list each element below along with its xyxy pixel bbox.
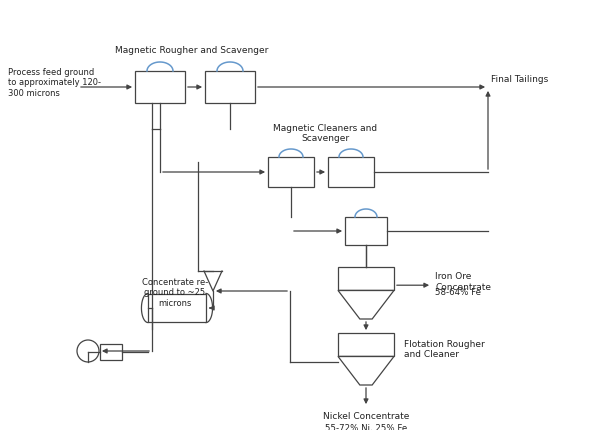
Bar bbox=[345, 218, 387, 246]
Bar bbox=[100, 344, 122, 360]
Text: 55-72% Ni, 25% Fe: 55-72% Ni, 25% Fe bbox=[325, 423, 407, 430]
Bar bbox=[135, 72, 185, 104]
Bar bbox=[205, 72, 255, 104]
Text: Concentrate re-
ground to ~25
microns: Concentrate re- ground to ~25 microns bbox=[142, 277, 208, 307]
Text: Magnetic Rougher and Scavenger: Magnetic Rougher and Scavenger bbox=[115, 46, 269, 55]
Text: Process feed ground
to approximately 120-
300 microns: Process feed ground to approximately 120… bbox=[8, 68, 101, 98]
Bar bbox=[338, 333, 394, 356]
Text: Flotation Rougher
and Cleaner: Flotation Rougher and Cleaner bbox=[404, 339, 485, 359]
Text: 58-64% Fe: 58-64% Fe bbox=[435, 288, 481, 297]
Bar bbox=[328, 158, 374, 187]
Bar bbox=[338, 267, 394, 291]
Bar bbox=[268, 158, 314, 187]
Text: Magnetic Cleaners and
Scavenger: Magnetic Cleaners and Scavenger bbox=[273, 123, 377, 143]
Text: Final Tailings: Final Tailings bbox=[491, 75, 548, 84]
Bar bbox=[148, 294, 206, 322]
Text: Iron Ore
Concentrate: Iron Ore Concentrate bbox=[435, 272, 491, 291]
Text: Nickel Concentrate: Nickel Concentrate bbox=[323, 411, 409, 420]
